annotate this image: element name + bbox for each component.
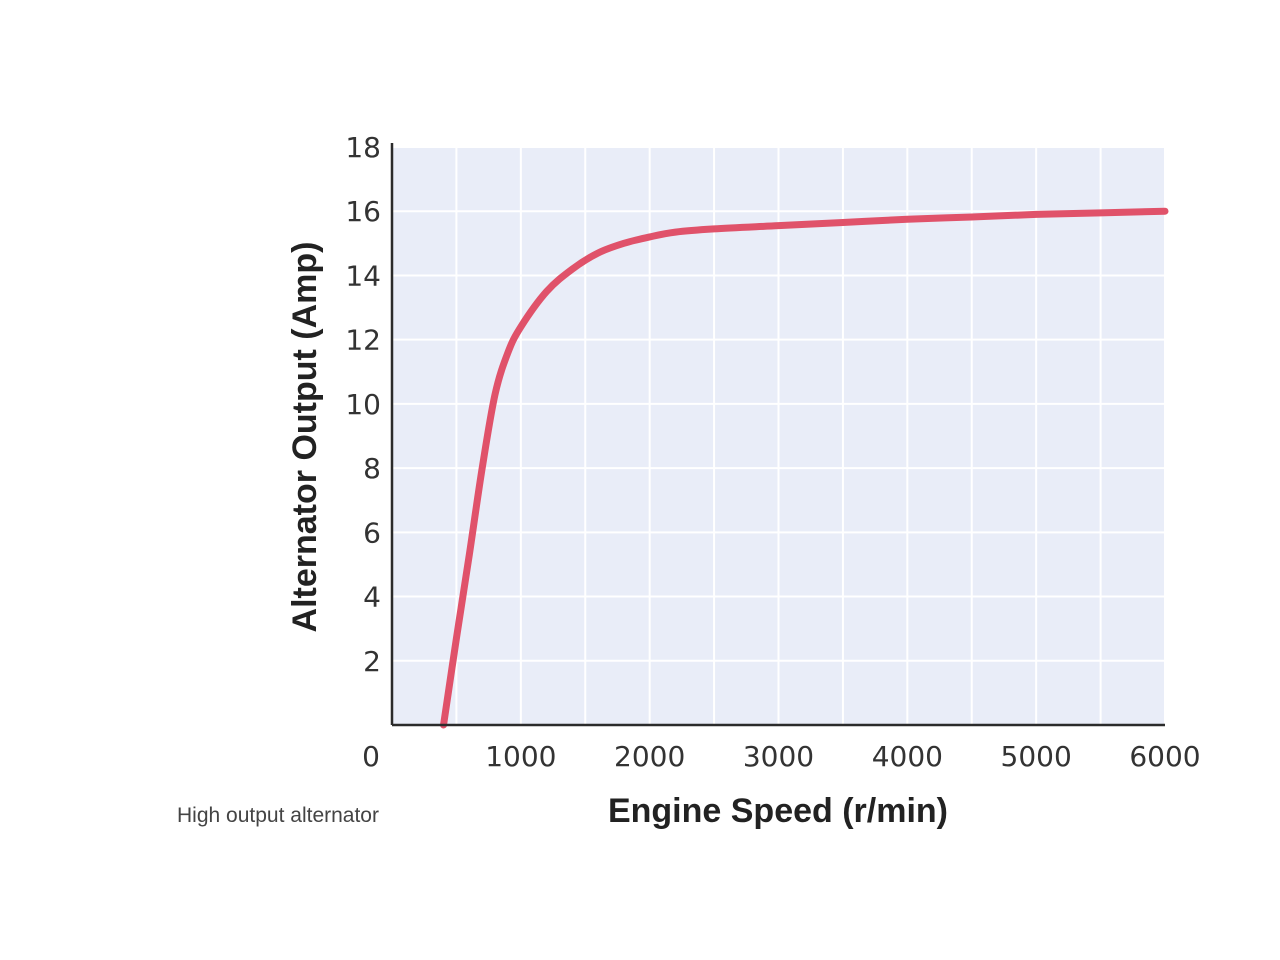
- x-tick-label: 1000: [485, 740, 556, 773]
- y-tick-label: 4: [363, 581, 381, 614]
- chart-caption: High output alternator: [177, 804, 379, 827]
- y-tick-labels: 2 4 6 8 10 12 14 16 18: [345, 131, 381, 678]
- x-tick-label: 2000: [614, 740, 685, 773]
- y-tick-label: 18: [345, 131, 381, 164]
- x-axis-title: Engine Speed (r/min): [608, 792, 948, 830]
- x-tick-labels: 0 1000 2000 3000 4000 5000 6000: [362, 740, 1201, 773]
- x-tick-label: 4000: [872, 740, 943, 773]
- x-tick-label: 5000: [1001, 740, 1072, 773]
- y-tick-label: 16: [345, 195, 381, 228]
- y-tick-label: 10: [345, 388, 381, 421]
- y-tick-label: 8: [363, 452, 381, 485]
- y-tick-label: 12: [345, 324, 381, 357]
- y-tick-label: 2: [363, 645, 381, 678]
- y-tick-label: 6: [363, 516, 381, 549]
- x-tick-label: 6000: [1129, 740, 1200, 773]
- x-tick-label: 3000: [743, 740, 814, 773]
- y-axis-title: Alternator Output (Amp): [286, 242, 324, 633]
- y-tick-label: 14: [345, 259, 381, 292]
- x-tick-label: 0: [362, 740, 380, 773]
